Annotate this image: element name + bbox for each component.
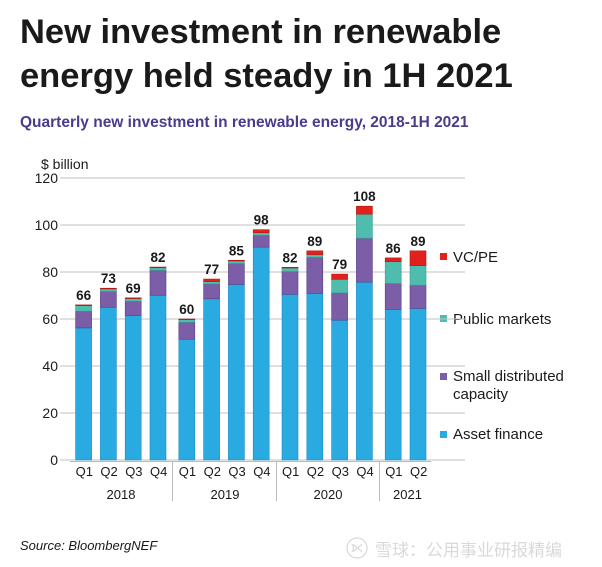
svg-text:86: 86 — [386, 241, 402, 256]
svg-text:82: 82 — [150, 250, 165, 265]
svg-text:60: 60 — [179, 302, 194, 317]
svg-text:82: 82 — [282, 250, 297, 265]
svg-text:85: 85 — [229, 243, 245, 258]
svg-text:120: 120 — [35, 170, 59, 186]
svg-text:73: 73 — [101, 271, 117, 286]
svg-text:89: 89 — [307, 234, 322, 249]
svg-text:100: 100 — [35, 217, 59, 233]
svg-text:20: 20 — [42, 405, 58, 421]
svg-text:108: 108 — [353, 189, 376, 204]
svg-text:98: 98 — [254, 213, 270, 228]
svg-text:80: 80 — [42, 264, 58, 280]
svg-text:89: 89 — [410, 234, 425, 249]
svg-text:40: 40 — [42, 358, 58, 374]
svg-text:60: 60 — [42, 311, 58, 327]
svg-text:0: 0 — [50, 452, 58, 468]
svg-text:69: 69 — [126, 281, 141, 296]
svg-text:77: 77 — [204, 262, 219, 277]
svg-text:66: 66 — [76, 288, 92, 303]
svg-text:79: 79 — [332, 257, 347, 272]
